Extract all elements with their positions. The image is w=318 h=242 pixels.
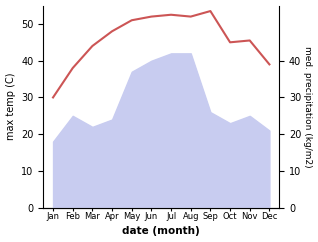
Y-axis label: med. precipitation (kg/m2): med. precipitation (kg/m2): [303, 46, 313, 167]
X-axis label: date (month): date (month): [122, 227, 200, 236]
Y-axis label: max temp (C): max temp (C): [5, 73, 16, 140]
